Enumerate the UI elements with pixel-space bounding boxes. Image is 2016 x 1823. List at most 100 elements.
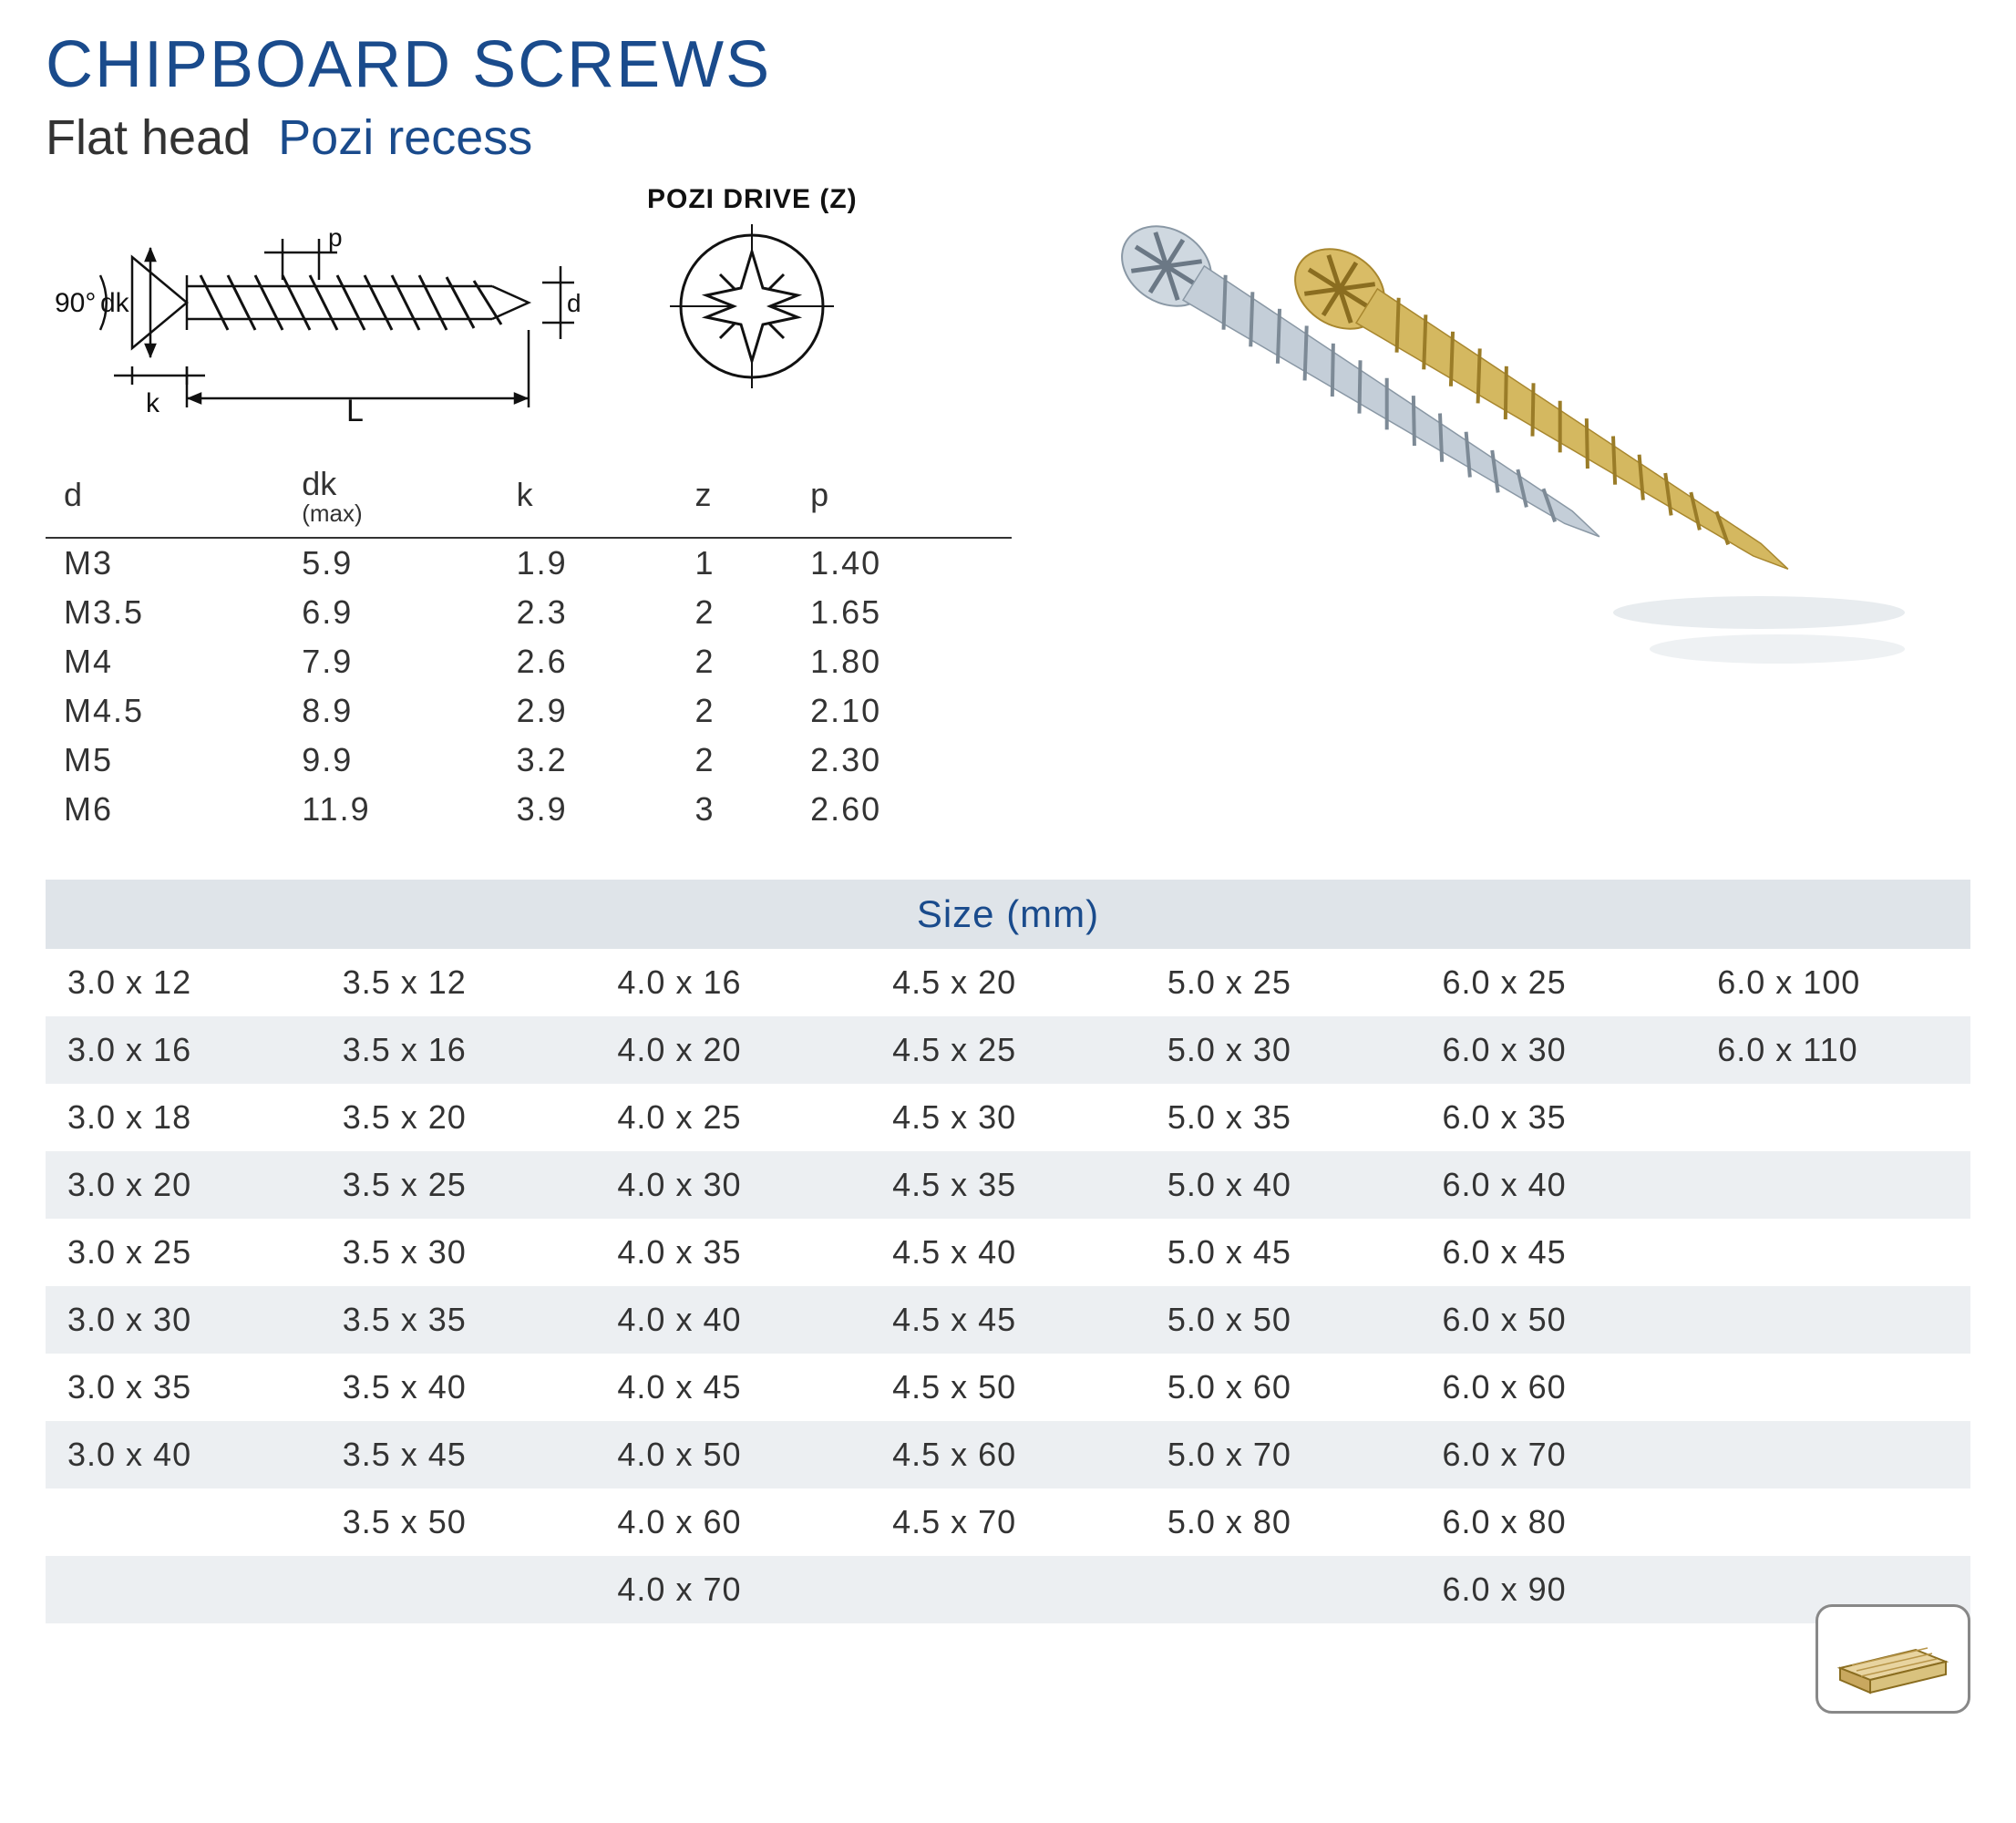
size-cell: 5.0 x 35: [1146, 1084, 1421, 1151]
spec-table-row: M47.92.621.80: [46, 637, 1012, 686]
spec-cell-k: 2.6: [499, 637, 677, 686]
spec-table: d dk(max) k z p M35.91.911.40M3.56.92.32…: [46, 458, 1012, 834]
spec-table-row: M35.91.911.40: [46, 538, 1012, 588]
size-cell: [1146, 1556, 1421, 1623]
spec-cell-k: 2.3: [499, 588, 677, 637]
size-cell: [1695, 1219, 1970, 1286]
size-cell: 6.0 x 45: [1421, 1219, 1696, 1286]
size-cell: 4.5 x 60: [870, 1421, 1146, 1488]
size-table-row: 3.0 x 163.5 x 164.0 x 204.5 x 255.0 x 30…: [46, 1016, 1970, 1084]
size-cell: 3.5 x 35: [321, 1286, 596, 1354]
size-cell: [1695, 1286, 1970, 1354]
size-cell: 6.0 x 50: [1421, 1286, 1696, 1354]
size-cell: 3.5 x 20: [321, 1084, 596, 1151]
size-cell: 4.0 x 30: [595, 1151, 870, 1219]
diagram-row: 90° dk k L p d POZI DRIVE (Z): [46, 184, 1012, 421]
size-cell: 4.5 x 20: [870, 949, 1146, 1016]
k-label: k: [146, 388, 160, 418]
spec-table-row: M4.58.92.922.10: [46, 686, 1012, 736]
spec-cell-p: 1.40: [792, 538, 1012, 588]
spec-cell-p: 2.10: [792, 686, 1012, 736]
spec-cell-d: M4.5: [46, 686, 283, 736]
spec-cell-k: 1.9: [499, 538, 677, 588]
size-cell: 6.0 x 100: [1695, 949, 1970, 1016]
size-cell: 3.0 x 35: [46, 1354, 321, 1421]
spec-cell-dk: 11.9: [283, 785, 498, 834]
size-cell: 4.5 x 70: [870, 1488, 1146, 1556]
size-cell: 3.0 x 30: [46, 1286, 321, 1354]
size-cell: 6.0 x 25: [1421, 949, 1696, 1016]
size-table-row: 3.5 x 504.0 x 604.5 x 705.0 x 806.0 x 80: [46, 1488, 1970, 1556]
size-cell: 5.0 x 80: [1146, 1488, 1421, 1556]
size-cell: 5.0 x 60: [1146, 1354, 1421, 1421]
spec-cell-d: M5: [46, 736, 283, 785]
spec-col-z: z: [677, 458, 793, 538]
size-cell: 6.0 x 90: [1421, 1556, 1696, 1623]
size-cell: 3.5 x 30: [321, 1219, 596, 1286]
spec-cell-d: M3: [46, 538, 283, 588]
size-section: Size (mm) 3.0 x 123.5 x 124.0 x 164.5 x …: [46, 880, 1970, 1623]
size-cell: [46, 1556, 321, 1623]
spec-cell-p: 2.30: [792, 736, 1012, 785]
upper-section: 90° dk k L p d POZI DRIVE (Z): [46, 184, 1970, 834]
size-cell: 3.0 x 12: [46, 949, 321, 1016]
spec-cell-z: 2: [677, 637, 793, 686]
spec-cell-z: 2: [677, 588, 793, 637]
spec-col-dk: dk(max): [283, 458, 498, 538]
spec-cell-z: 1: [677, 538, 793, 588]
subtitle-row: Flat head Pozi recess: [46, 109, 1970, 166]
screw-photo-illustration: [1048, 184, 1914, 685]
spec-table-header-row: d dk(max) k z p: [46, 458, 1012, 538]
subtitle-pozi-recess: Pozi recess: [278, 109, 532, 166]
size-cell: 4.5 x 25: [870, 1016, 1146, 1084]
size-cell: 5.0 x 30: [1146, 1016, 1421, 1084]
spec-cell-dk: 8.9: [283, 686, 498, 736]
spec-table-row: M3.56.92.321.65: [46, 588, 1012, 637]
spec-cell-z: 2: [677, 686, 793, 736]
spec-cell-d: M4: [46, 637, 283, 686]
spec-table-row: M611.93.932.60: [46, 785, 1012, 834]
page-title: CHIPBOARD SCREWS: [46, 27, 1970, 102]
size-cell: 5.0 x 40: [1146, 1151, 1421, 1219]
spec-table-row: M59.93.222.30: [46, 736, 1012, 785]
d-label: d: [567, 289, 581, 317]
size-cell: [1695, 1488, 1970, 1556]
size-cell: 4.5 x 45: [870, 1286, 1146, 1354]
size-table-row: 3.0 x 123.5 x 124.0 x 164.5 x 205.0 x 25…: [46, 949, 1970, 1016]
spec-col-d: d: [46, 458, 283, 538]
angle-label: 90°: [55, 288, 96, 318]
size-cell: 4.0 x 40: [595, 1286, 870, 1354]
spec-cell-dk: 6.9: [283, 588, 498, 637]
size-cell: 3.0 x 40: [46, 1421, 321, 1488]
size-cell: 3.5 x 16: [321, 1016, 596, 1084]
spec-cell-z: 3: [677, 785, 793, 834]
size-cell: 5.0 x 50: [1146, 1286, 1421, 1354]
size-cell: 4.5 x 35: [870, 1151, 1146, 1219]
size-cell: [870, 1556, 1146, 1623]
size-cell: [1695, 1084, 1970, 1151]
size-cell: 5.0 x 45: [1146, 1219, 1421, 1286]
size-table-row: 3.0 x 203.5 x 254.0 x 304.5 x 355.0 x 40…: [46, 1151, 1970, 1219]
size-cell: 4.0 x 35: [595, 1219, 870, 1286]
spec-cell-dk: 7.9: [283, 637, 498, 686]
size-cell: [1695, 1354, 1970, 1421]
size-table-row: 3.0 x 403.5 x 454.0 x 504.5 x 605.0 x 70…: [46, 1421, 1970, 1488]
L-label: L: [346, 394, 364, 421]
size-cell: 6.0 x 35: [1421, 1084, 1696, 1151]
spec-cell-dk: 9.9: [283, 736, 498, 785]
size-table-row: 4.0 x 706.0 x 90: [46, 1556, 1970, 1623]
size-cell: 6.0 x 40: [1421, 1151, 1696, 1219]
spec-cell-dk: 5.9: [283, 538, 498, 588]
pozi-drive-icon: [670, 224, 834, 388]
size-cell: 6.0 x 70: [1421, 1421, 1696, 1488]
spec-cell-k: 2.9: [499, 686, 677, 736]
size-cell: 5.0 x 70: [1146, 1421, 1421, 1488]
pozi-drive-label: POZI DRIVE (Z): [647, 184, 858, 215]
size-cell: [46, 1488, 321, 1556]
size-cell: 6.0 x 110: [1695, 1016, 1970, 1084]
size-cell: 5.0 x 25: [1146, 949, 1421, 1016]
size-cell: 4.0 x 50: [595, 1421, 870, 1488]
size-table: 3.0 x 123.5 x 124.0 x 164.5 x 205.0 x 25…: [46, 949, 1970, 1623]
screw-dimension-diagram: 90° dk k L p d: [46, 184, 592, 421]
product-photo-area: [1048, 184, 1970, 834]
